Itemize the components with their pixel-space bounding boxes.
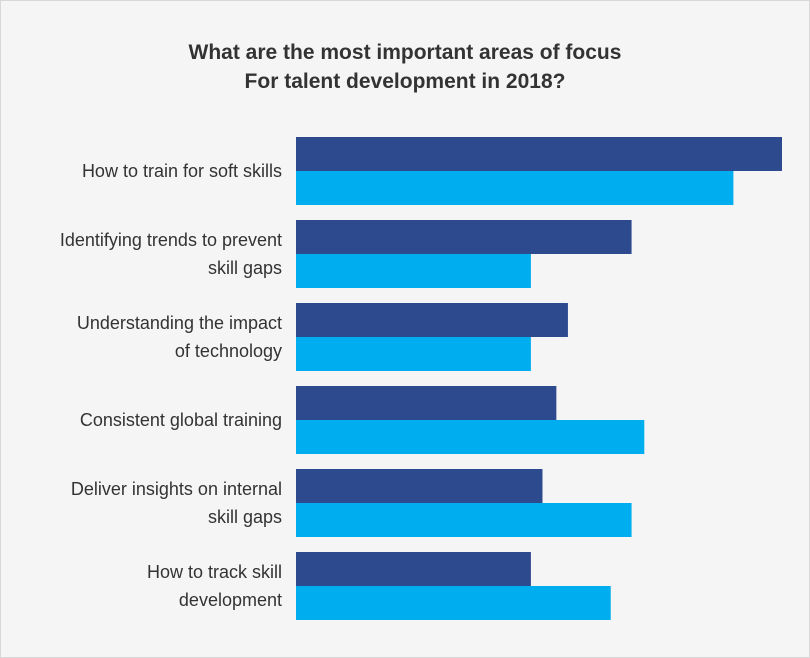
category-label-line: Consistent global training [79,410,282,430]
bar-2-6 [296,586,611,620]
bar-1-2 [296,220,632,254]
bar-1-3 [296,303,568,337]
category-label-line: skill gaps [207,507,282,527]
category-label: Deliver insights on internal skill gaps [2,475,282,531]
category-label: Identifying trends to prevent skill gaps [2,226,282,282]
bar-1-4 [296,386,557,420]
bar-2-1 [296,171,734,205]
category-label: Consistent global training [2,406,282,434]
chart-title-line-1: What are the most important areas of foc… [188,41,622,64]
category-label-line: Understanding the impact [76,313,282,333]
category-label: Understanding the impact of technology [2,309,282,365]
bar-2-2 [296,254,531,288]
chart-title: What are the most important areas of foc… [0,38,810,96]
category-label: How to track skill development [2,558,282,614]
bar-1-5 [296,469,543,503]
bar-2-5 [296,503,632,537]
bar-2-3 [296,337,531,371]
bar-1-6 [296,552,531,586]
bar-2-4 [296,420,645,454]
category-label-line: How to train for soft skills [81,161,282,181]
category-label: How to train for soft skills [2,157,282,185]
category-label-line: How to track skill [146,562,282,582]
category-label-line: of technology [174,341,282,361]
chart-title-line-2: For talent development in 2018? [244,70,566,93]
category-label-line: Deliver insights on internal [70,479,282,499]
category-label-line: Identifying trends to prevent [59,230,282,250]
category-label-line: skill gaps [207,258,282,278]
bar-1-1 [296,137,782,171]
category-label-line: development [178,590,282,610]
